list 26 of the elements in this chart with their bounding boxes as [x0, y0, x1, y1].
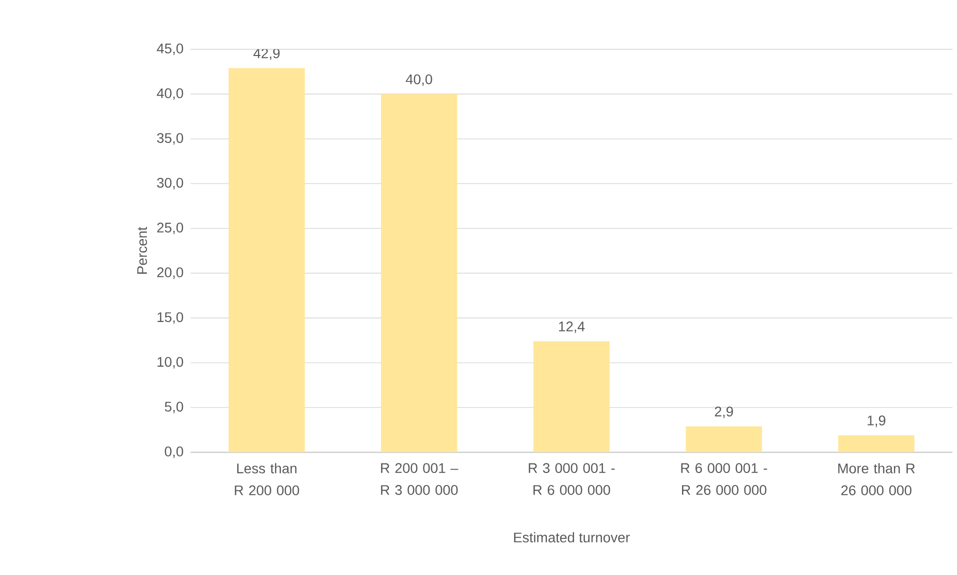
y-tick-label: 5,0 — [164, 402, 184, 414]
data-label: 1,9 — [868, 416, 886, 428]
y-tick-label: 35,0 — [157, 133, 184, 145]
y-tick-label: 40,0 — [156, 88, 184, 100]
x-tick-label: R 3 000 001 - R 6 000 000 — [528, 463, 615, 495]
data-label: 40,0 — [406, 74, 432, 86]
bar — [533, 341, 610, 452]
bar — [838, 435, 914, 452]
y-tick-label: 10,0 — [158, 356, 184, 368]
x-tick-label: R 6 000 001 - R 26 000 000 — [681, 463, 768, 495]
bar — [228, 68, 305, 452]
y-axis-title: Percent — [137, 226, 148, 274]
y-tick-label: 15,0 — [158, 312, 184, 324]
y-tick-label: 20,0 — [157, 267, 184, 279]
data-label: 12,4 — [559, 322, 585, 334]
y-tick-label: 0,0 — [164, 446, 184, 458]
x-axis-title: Estimated turnover — [514, 532, 630, 542]
x-tick-label: Less than R 200 000 — [234, 463, 300, 496]
x-tick-label: More than R 26 000 000 — [838, 463, 915, 496]
bar — [381, 94, 458, 452]
data-label: 2,9 — [714, 406, 733, 418]
y-tick-label: 45,0 — [156, 44, 184, 56]
bar — [686, 426, 762, 452]
y-tick-label: 25,0 — [157, 222, 184, 234]
y-tick-label: 30,0 — [157, 178, 184, 190]
x-tick-label: R 200 001 – R 3 000 000 — [381, 463, 458, 495]
